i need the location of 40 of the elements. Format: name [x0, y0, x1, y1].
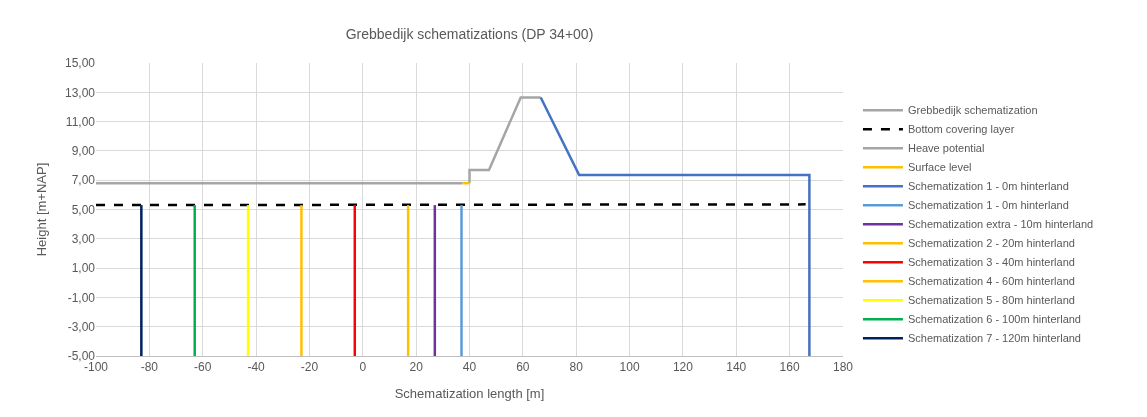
x-tick-label: 20	[409, 360, 424, 375]
legend-label: Schematization extra - 10m hinterland	[907, 218, 1094, 231]
x-tick-label: -60	[194, 360, 212, 375]
y-tick-label: 3,00	[71, 232, 96, 246]
y-tick-label: 13,00	[64, 85, 96, 100]
legend-label: Schematization 1 - 0m hinterland	[907, 180, 1069, 193]
legend-label: Schematization 7 - 120m hinterland	[907, 332, 1081, 345]
legend-label: Schematization 4 - 60m hinterland	[907, 275, 1075, 288]
y-tick-label: -1,00	[67, 290, 96, 305]
legend-label: Schematization 3 - 40m hinterland	[907, 256, 1075, 269]
x-tick-label: -20	[300, 360, 319, 375]
legend-label: Schematization 2 - 20m hinterland	[907, 237, 1075, 250]
x-tick-label: 100	[619, 360, 640, 375]
x-tick-label: 180	[832, 360, 854, 375]
y-tick-label: 15,00	[64, 56, 96, 71]
x-tick-label: 120	[672, 360, 694, 375]
chart-title: Grebbedijk schematizations (DP 34+00)	[345, 25, 594, 42]
x-tick-label: -40	[247, 360, 266, 375]
legend-label: Grebbedijk schematization	[907, 104, 1038, 117]
x-tick-label: 160	[779, 360, 800, 375]
legend-label: Surface level	[907, 161, 972, 174]
x-axis-title: Schematization length [m]	[394, 386, 545, 401]
legend-label: Schematization 6 - 100m hinterland	[907, 313, 1081, 326]
legend-label: Schematization 5 - 80m hinterland	[907, 294, 1075, 307]
x-tick-label: 140	[726, 360, 747, 375]
y-tick-label: 7,00	[71, 173, 96, 188]
x-tick-label: 0	[359, 360, 367, 375]
y-tick-label: 11,00	[65, 114, 96, 129]
y-tick-label: 9,00	[71, 144, 96, 159]
y-tick-label: 5,00	[71, 202, 96, 217]
y-axis-title: Height [m+NAP]	[33, 162, 49, 257]
x-tick-label: 60	[516, 360, 530, 375]
legend-label: Bottom covering layer	[907, 123, 1015, 136]
x-tick-label: -80	[140, 360, 159, 375]
x-tick-label: 80	[569, 360, 584, 375]
y-tick-label: 1,00	[71, 261, 96, 276]
legend-label: Schematization 1 - 0m hinterland	[907, 199, 1069, 212]
y-tick-label: -3,00	[67, 319, 96, 334]
legend-label: Heave potential	[907, 142, 985, 155]
x-tick-label: 40	[462, 360, 477, 375]
